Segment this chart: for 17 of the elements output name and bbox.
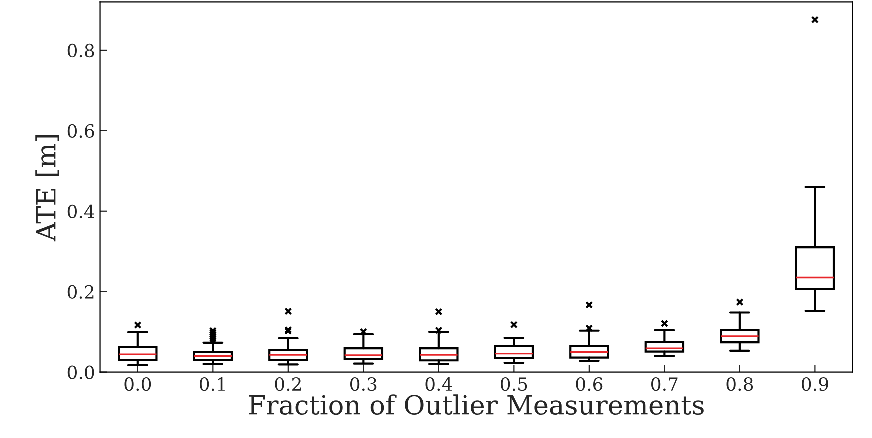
x-axis-title: Fraction of Outlier Measurements: [249, 394, 704, 416]
x-tick-label: 0.0: [124, 377, 152, 392]
x-tick-label: 0.7: [652, 377, 678, 392]
y-tick-label: 0.8: [68, 44, 94, 58]
x-tick-label: 0.8: [726, 377, 754, 392]
y-tick-label: 0.4: [68, 204, 95, 218]
x-tick-label: 0.4: [426, 377, 452, 392]
y-tick-label: 0.6: [68, 124, 94, 138]
y-tick-label: 0.2: [68, 285, 94, 299]
y-tick-label: 0.0: [68, 366, 94, 380]
x-tick-label: 0.2: [275, 377, 301, 392]
x-tick-label: 0.1: [200, 377, 225, 392]
x-tick-label: 0.6: [576, 377, 603, 392]
x-tick-label: 0.9: [802, 377, 828, 392]
x-tick-label: 0.3: [350, 377, 377, 392]
x-tick-label: 0.5: [501, 377, 528, 392]
y-axis-title: ATE [m]: [36, 135, 60, 242]
